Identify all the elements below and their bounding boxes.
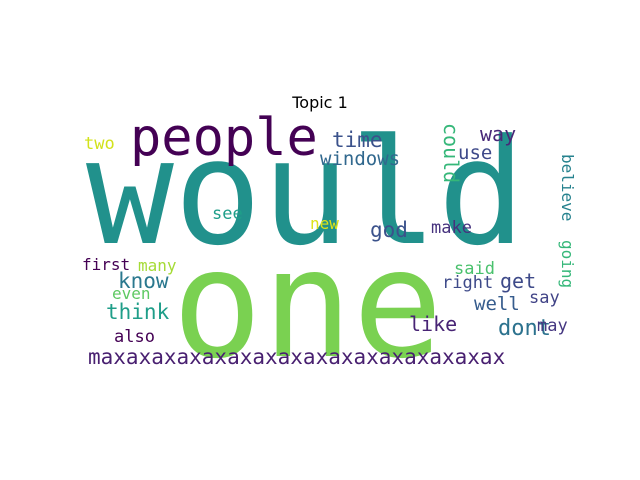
word-maxax: maxaxaxaxaxaxaxaxaxaxaxaxaxaxaxax [88, 345, 506, 369]
word-get: get [500, 269, 537, 293]
word-windows: windows [320, 148, 401, 170]
word-going: going [558, 240, 577, 289]
word-believe: believe [558, 154, 577, 222]
word-say: say [529, 288, 560, 308]
word-time: time [332, 128, 383, 152]
word-could: could [439, 123, 463, 184]
word-cloud: would one people time windows could way … [80, 108, 577, 380]
word-new: new [310, 214, 339, 233]
word-even: even [112, 284, 151, 303]
word-make: make [431, 218, 472, 238]
word-many: many [138, 256, 177, 275]
word-first: first [82, 255, 131, 274]
word-also: also [114, 327, 155, 347]
word-think: think [106, 300, 170, 324]
word-well: well [474, 293, 520, 315]
word-dont: dont [498, 316, 551, 341]
word-may: may [537, 316, 568, 336]
word-said: said [454, 259, 495, 279]
word-know: know [118, 269, 169, 293]
word-way: way [480, 122, 517, 146]
word-use: use [458, 142, 493, 164]
word-right: right [442, 273, 494, 293]
word-one: one [172, 218, 443, 392]
figure-title: Topic 1 [292, 93, 348, 112]
word-two: two [84, 134, 115, 154]
word-people: people [130, 108, 318, 168]
word-god: god [370, 218, 408, 242]
word-like: like [409, 312, 458, 336]
word-see: see [212, 204, 243, 224]
word-would: would [86, 108, 526, 278]
